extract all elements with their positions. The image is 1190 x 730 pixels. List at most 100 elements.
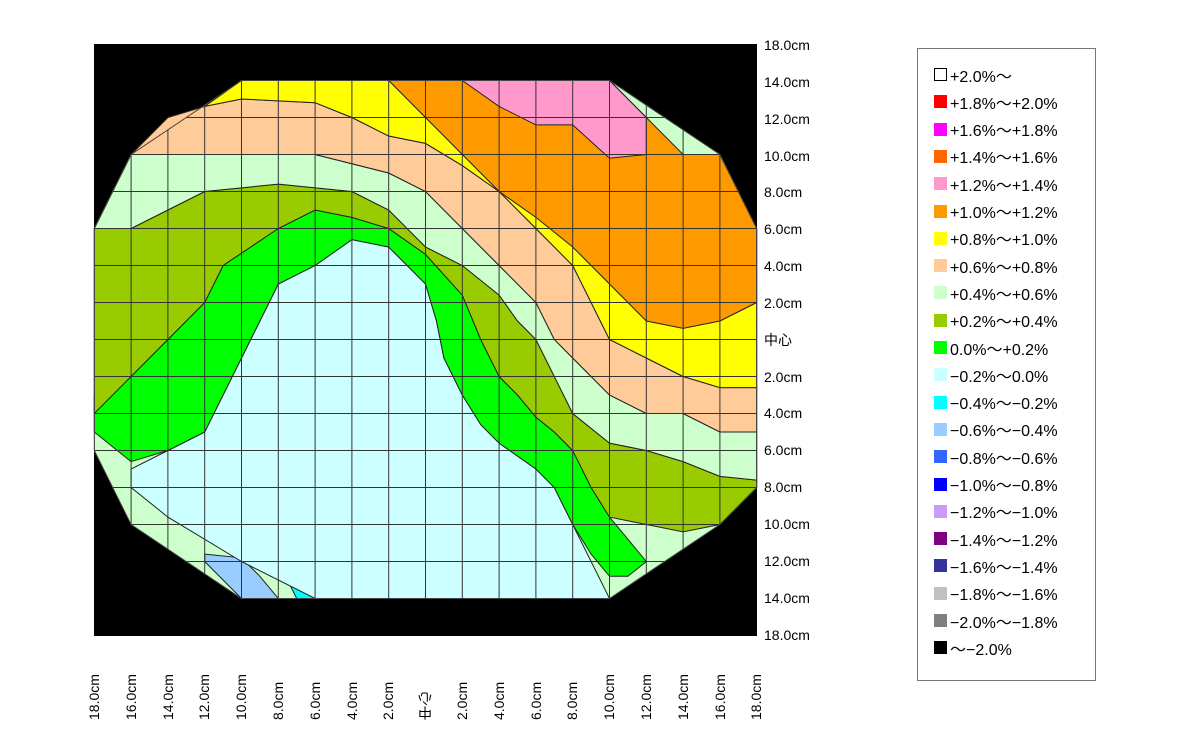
- legend-swatch: [934, 286, 947, 300]
- y-tick-label: 12.0cm: [764, 111, 810, 127]
- legend-item: −2.0%〜−1.8%: [934, 607, 1058, 634]
- legend-item: −0.4%〜−0.2%: [934, 389, 1058, 416]
- y-tick-label: 18.0cm: [764, 37, 810, 53]
- x-tick-label: 8.0cm: [564, 681, 581, 720]
- legend-item: +0.2%〜+0.4%: [934, 307, 1058, 334]
- legend-swatch: [934, 259, 947, 273]
- x-tick-label: 6.0cm: [527, 681, 544, 720]
- legend-label: +1.4%〜+1.6%: [950, 150, 1058, 168]
- legend-swatch: [934, 614, 947, 627]
- x-tick-label: 14.0cm: [674, 674, 691, 720]
- y-tick-label: 8.0cm: [764, 184, 803, 200]
- legend-item: +1.0%〜+1.2%: [934, 198, 1058, 225]
- legend-swatch: [934, 450, 947, 464]
- y-tick-label: 14.0cm: [764, 590, 810, 606]
- y-tick-label: 10.0cm: [764, 148, 810, 164]
- legend-item: −1.2%〜−1.0%: [934, 498, 1058, 525]
- legend-label: +1.8%〜+2.0%: [950, 95, 1058, 113]
- legend-swatch: [934, 231, 947, 245]
- legend-item: −0.2%〜0.0%: [934, 361, 1048, 388]
- y-tick-label: 18.0cm: [764, 627, 810, 643]
- y-tick-label: 4.0cm: [764, 405, 803, 421]
- legend-label: −0.4%〜−0.2%: [950, 396, 1058, 414]
- y-tick-label: 中心: [764, 332, 792, 348]
- x-tick-label: 16.0cm: [122, 674, 139, 720]
- x-tick-label: 10.0cm: [601, 674, 618, 720]
- legend-swatch: [934, 149, 947, 163]
- x-tick-label: 10.0cm: [233, 674, 250, 720]
- legend-label: −1.2%〜−1.0%: [950, 505, 1058, 523]
- x-tick-label: 4.0cm: [490, 681, 507, 720]
- legend-swatch: [934, 204, 947, 218]
- legend-label: +0.6%〜+0.8%: [950, 259, 1058, 277]
- legend-label: +0.2%〜+0.4%: [950, 314, 1058, 332]
- legend-swatch: [934, 177, 947, 191]
- legend-swatch: [934, 68, 947, 81]
- legend-label: +1.2%〜+1.4%: [950, 177, 1058, 195]
- legend-swatch: [934, 532, 947, 546]
- legend-swatch: [934, 586, 947, 600]
- legend: +2.0%〜 +1.8%〜+2.0% +1.6%〜+1.8% +1.4%〜+1.6% +…: [917, 48, 1096, 681]
- legend-item: +1.8%〜+2.0%: [934, 88, 1058, 115]
- legend-swatch: [934, 341, 947, 354]
- legend-label: +1.6%〜+1.8%: [950, 123, 1058, 141]
- legend-swatch: [934, 641, 947, 655]
- legend-item: +2.0%〜: [934, 61, 1012, 88]
- legend-item: +1.2%〜+1.4%: [934, 170, 1058, 197]
- legend-item: +0.8%〜+1.0%: [934, 225, 1058, 252]
- legend-swatch: [934, 122, 947, 136]
- legend-item: −1.8%〜−1.6%: [934, 580, 1058, 607]
- y-tick-label: 8.0cm: [764, 479, 803, 495]
- legend-label: −1.4%〜−1.2%: [950, 532, 1058, 550]
- legend-label: −1.0%〜−0.8%: [950, 478, 1058, 495]
- x-tick-label: 12.0cm: [638, 674, 654, 720]
- legend-swatch: [934, 313, 947, 327]
- legend-item: −1.4%〜−1.2%: [934, 525, 1058, 552]
- legend-swatch: [934, 395, 947, 409]
- legend-item: 〜−2.0%: [934, 634, 1012, 661]
- legend-item: −1.6%〜−1.4%: [934, 552, 1058, 579]
- legend-swatch: [934, 422, 947, 436]
- legend-item: +1.4%〜+1.6%: [934, 143, 1058, 170]
- x-tick-label: 18.0cm: [86, 674, 102, 720]
- legend-label: 〜−2.0%: [950, 641, 1012, 659]
- x-tick-label: 2.0cm: [380, 681, 397, 720]
- legend-label: −0.2%〜0.0%: [950, 368, 1049, 386]
- y-tick-label: 2.0cm: [764, 295, 803, 311]
- legend-swatch: [934, 477, 947, 491]
- octagon-outline: [93, 80, 758, 599]
- legend-label: +0.4%〜+0.6%: [950, 286, 1058, 304]
- grid: [94, 80, 757, 599]
- legend-label: −1.8%〜−1.6%: [950, 587, 1058, 605]
- y-tick-label: 4.0cm: [764, 258, 803, 274]
- legend-label: +1.0%〜+1.2%: [950, 205, 1058, 222]
- legend-swatch: [934, 368, 947, 382]
- x-tick-label: 12.0cm: [196, 674, 213, 720]
- legend-item: −0.6%〜−0.4%: [934, 416, 1058, 443]
- x-tick-label: 14.0cm: [159, 674, 176, 720]
- x-tick-label: 18.0cm: [748, 674, 765, 720]
- legend-label: +0.8%〜+1.0%: [950, 232, 1058, 250]
- y-tick-label: 2.0cm: [764, 369, 803, 385]
- legend-label: −2.0%〜−1.8%: [950, 614, 1058, 632]
- legend-swatch: [934, 559, 947, 573]
- x-tick-label: 8.0cm: [270, 681, 286, 720]
- legend-item: −0.8%〜−0.6%: [934, 443, 1058, 470]
- legend-label: 0.0%〜+0.2%: [950, 341, 1049, 359]
- y-tick-label: 12.0cm: [764, 553, 810, 569]
- y-tick-label: 10.0cm: [764, 516, 810, 532]
- x-tick-label: 中心: [417, 692, 434, 720]
- legend-item: −1.0%〜−0.8%: [934, 471, 1058, 498]
- legend-swatch: [934, 504, 947, 518]
- x-tick-label: 6.0cm: [306, 681, 323, 720]
- legend-label: +2.0%〜: [950, 68, 1012, 86]
- x-tick-label: 4.0cm: [343, 681, 360, 720]
- legend-label: −0.8%〜−0.6%: [950, 450, 1058, 468]
- y-tick-label: 14.0cm: [764, 74, 810, 90]
- legend-label: −0.6%〜−0.4%: [950, 423, 1058, 441]
- x-tick-label: 2.0cm: [454, 681, 470, 720]
- y-tick-label: 6.0cm: [764, 221, 803, 237]
- legend-item: 0.0%〜+0.2%: [934, 334, 1048, 361]
- x-tick-label: 16.0cm: [711, 674, 728, 720]
